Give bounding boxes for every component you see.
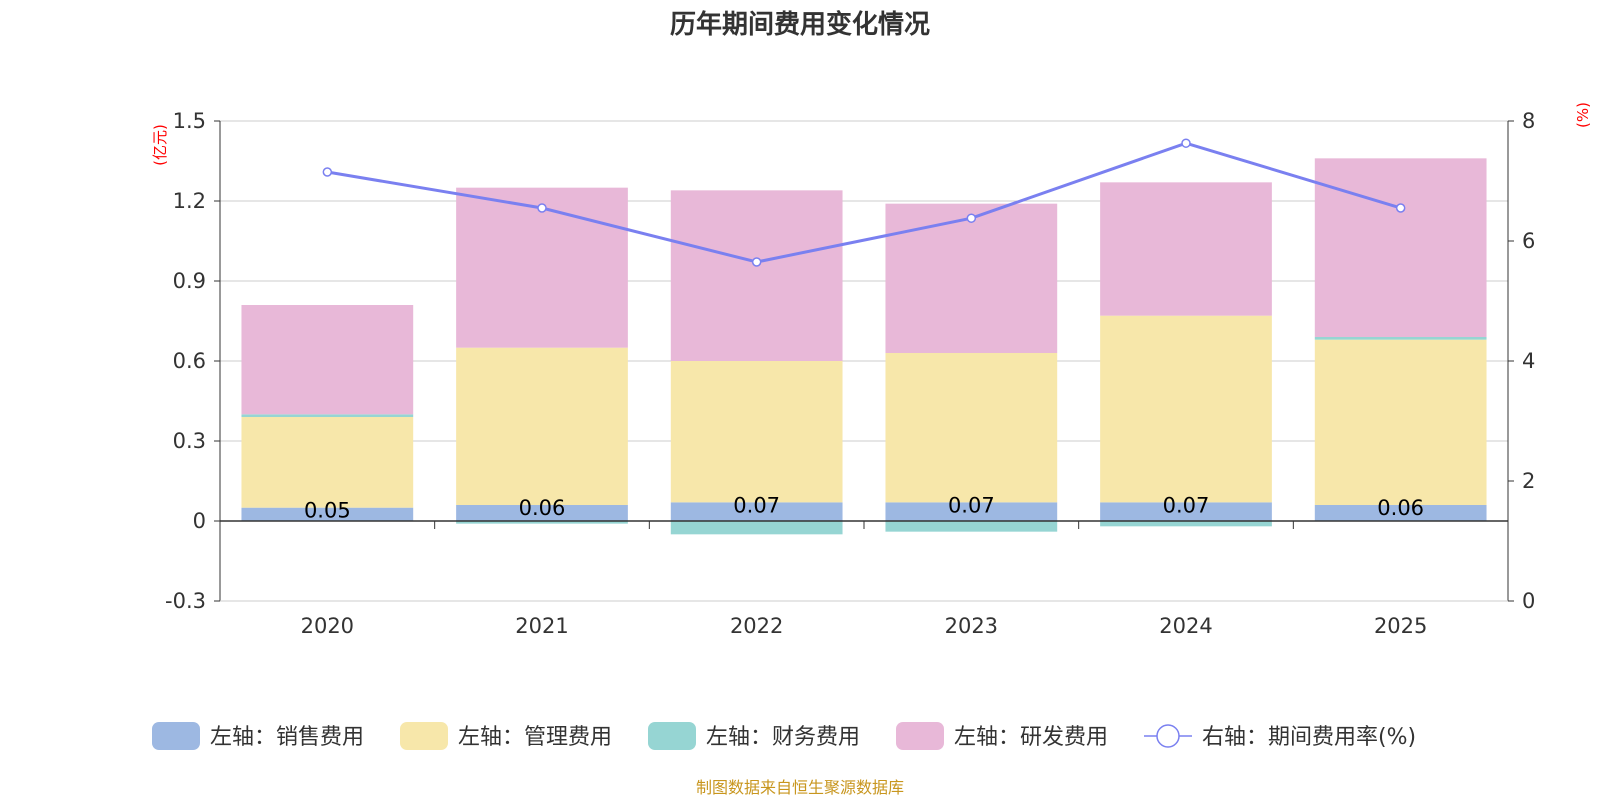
bar-segment xyxy=(670,361,843,503)
legend-label: 左轴：财务费用 xyxy=(706,725,860,750)
bar-segment xyxy=(456,187,628,348)
bar-data-label: 0.06 xyxy=(1377,496,1424,520)
bar-data-label: 0.07 xyxy=(733,493,780,517)
bar-segment xyxy=(241,414,414,417)
bar-data-label: 0.06 xyxy=(519,496,566,520)
legend-label: 左轴：销售费用 xyxy=(210,725,364,750)
bar-segment xyxy=(885,353,1058,503)
right-tick-label: 4 xyxy=(1522,349,1535,373)
bar-data-label: 0.07 xyxy=(1163,493,1210,517)
right-tick-label: 6 xyxy=(1522,229,1535,253)
bar-segment xyxy=(1100,521,1272,527)
bar-segment xyxy=(1100,315,1272,503)
bar-segment xyxy=(670,502,843,521)
rate-line-series xyxy=(322,138,1406,267)
bar-segment xyxy=(1314,339,1487,505)
rate-line xyxy=(327,141,1402,264)
rate-point xyxy=(537,203,547,213)
rate-point xyxy=(322,167,333,177)
bar-segment xyxy=(670,190,843,361)
rate-point xyxy=(1395,203,1406,213)
category-label: 2021 xyxy=(515,614,568,638)
bar-segment xyxy=(241,305,414,415)
bar-segment xyxy=(670,521,843,535)
right-axis-unit: (%) xyxy=(1574,102,1592,128)
bar-segment xyxy=(456,505,628,521)
bar-segment xyxy=(241,507,414,521)
category-label: 2024 xyxy=(1159,614,1212,638)
right-tick-label: 2 xyxy=(1522,469,1535,493)
legend-swatch xyxy=(152,722,200,750)
left-tick-label: 0.6 xyxy=(173,349,206,373)
left-tick-label: 0.9 xyxy=(173,269,206,293)
left-tick-label: 0.3 xyxy=(173,429,206,453)
right-tick-label: 0 xyxy=(1522,589,1535,613)
legend-label: 右轴：期间费用率(%) xyxy=(1202,725,1416,750)
bar-segment xyxy=(456,521,628,524)
legend-marker xyxy=(1156,724,1180,748)
rate-point xyxy=(751,257,762,267)
bar-segment xyxy=(1314,505,1487,521)
bar-segment xyxy=(241,417,414,508)
bar-data-label: 0.07 xyxy=(948,493,995,517)
right-tick-label: 8 xyxy=(1522,109,1535,133)
bar-segment xyxy=(456,347,628,505)
left-tick-label: 0 xyxy=(193,509,206,533)
category-label: 2025 xyxy=(1374,614,1427,638)
legend: 左轴：销售费用 左轴：管理费用 左轴：财务费用 左轴：研发费用 右轴：期间费用率(%) xyxy=(152,722,1416,750)
legend-swatch xyxy=(896,722,944,750)
category-label: 2020 xyxy=(301,614,354,638)
legend-label: 左轴：研发费用 xyxy=(954,725,1108,750)
bar-data-label: 0.05 xyxy=(304,499,351,523)
bar-segment xyxy=(885,521,1058,532)
category-label: 2022 xyxy=(730,614,783,638)
category-label: 2023 xyxy=(945,614,998,638)
legend-swatch xyxy=(648,722,696,750)
bar-segment xyxy=(1314,337,1487,340)
source-note: 制图数据来自恒生聚源数据库 xyxy=(696,778,904,797)
left-tick-label: 1.2 xyxy=(173,189,206,213)
bar-segment xyxy=(1100,502,1272,521)
legend-label: 左轴：管理费用 xyxy=(458,725,612,750)
chart-title: 历年期间费用变化情况 xyxy=(670,9,930,40)
bar-series xyxy=(241,158,1487,535)
legend-swatch xyxy=(400,722,448,750)
bar-segment xyxy=(885,502,1058,521)
bar-segment xyxy=(1100,182,1272,316)
bar-segment xyxy=(1314,158,1487,337)
left-tick-label: 1.5 xyxy=(173,109,206,133)
rate-point xyxy=(1181,138,1191,148)
left-axis-unit: (亿元) xyxy=(151,124,169,166)
left-tick-label: -0.3 xyxy=(165,589,206,613)
rate-point xyxy=(966,213,977,223)
bar-segment xyxy=(885,203,1058,353)
data-labels: 0.05 0.06 0.07 0.07 0.07 0.06 xyxy=(304,493,1424,522)
